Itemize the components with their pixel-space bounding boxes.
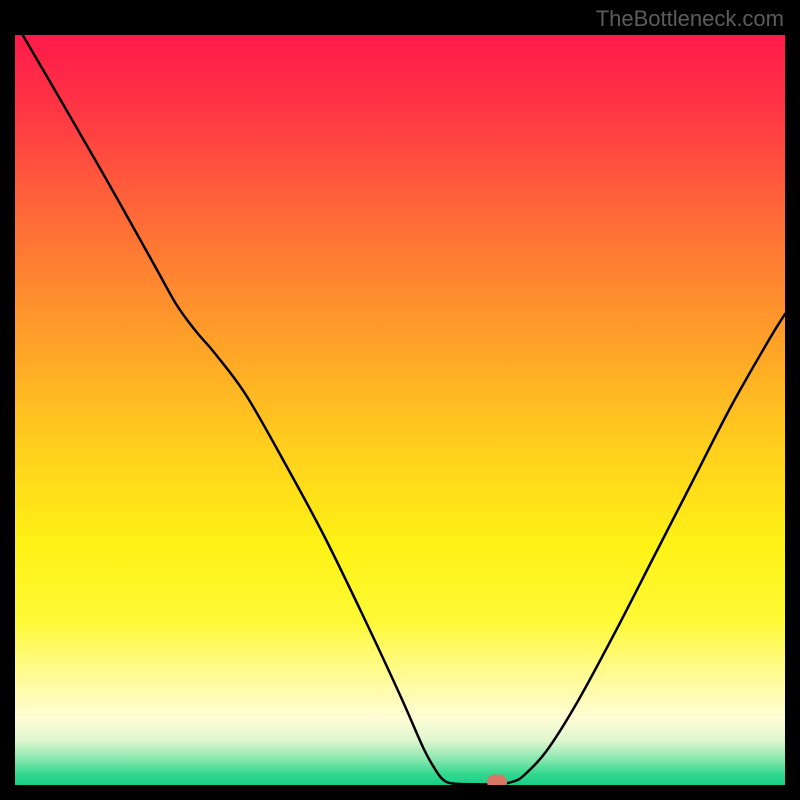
chart-svg bbox=[15, 35, 785, 785]
chart-background bbox=[15, 35, 785, 785]
watermark-text: TheBottleneck.com bbox=[596, 6, 784, 32]
bottleneck-chart bbox=[15, 35, 785, 785]
optimal-point-marker bbox=[487, 775, 507, 786]
